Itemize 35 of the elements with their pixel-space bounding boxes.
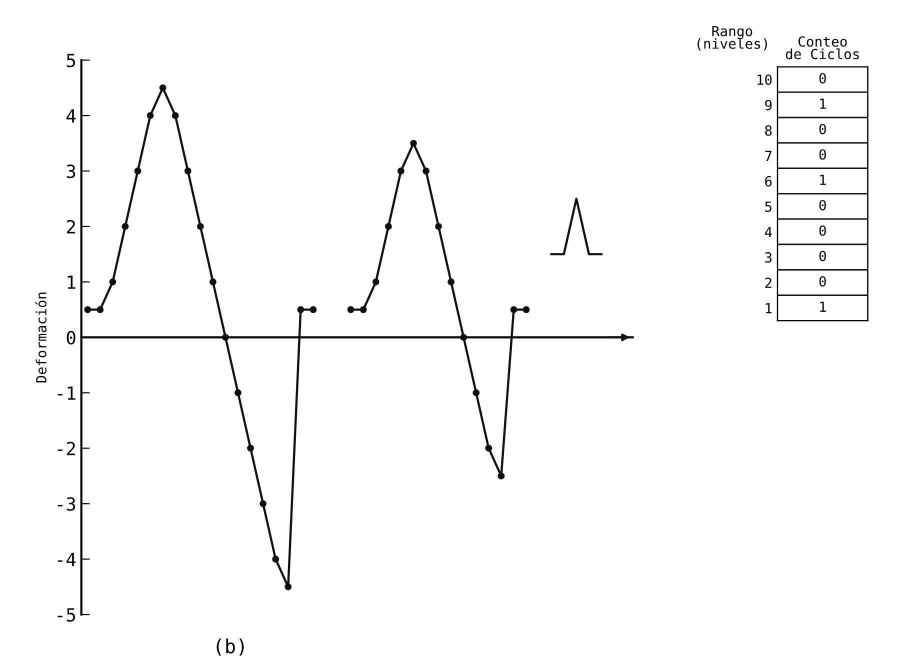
y-tick-label: -5 xyxy=(58,608,76,622)
y-tick-label: -3 xyxy=(58,497,76,511)
y-tick-label: 4 xyxy=(764,226,772,238)
data-label: 0 xyxy=(819,149,826,160)
y-tick-label: 5 xyxy=(765,202,772,212)
y-tick-label: 6 xyxy=(765,176,772,187)
y-tick-label: 10 xyxy=(758,74,772,86)
y-tick-label: 2 xyxy=(66,220,75,234)
data-label: 1 xyxy=(820,302,826,312)
y-tick-label: 8 xyxy=(765,125,772,136)
y-tick-label: -1 xyxy=(58,386,76,400)
data-label: 0 xyxy=(819,200,826,210)
y-tick-label: 4 xyxy=(66,109,76,122)
data-label: 1 xyxy=(820,174,826,185)
y-tick-label: 5 xyxy=(66,54,76,68)
text: (b) xyxy=(216,638,244,656)
y-tick-label: -2 xyxy=(58,442,75,456)
data-label: 0 xyxy=(819,276,826,287)
y-axis-title: Rango (niveles) xyxy=(698,26,767,51)
y-tick-label: 9 xyxy=(765,100,772,110)
y-tick-label: 2 xyxy=(765,278,772,288)
y-tick-label: 1 xyxy=(68,276,76,289)
data-label: 0 xyxy=(819,250,826,262)
data-label: 1 xyxy=(820,98,826,109)
y-tick-label: 0 xyxy=(66,330,76,345)
y-axis-title: Deformación xyxy=(35,292,47,382)
data-label: 0 xyxy=(819,124,826,134)
y-tick-label: 1 xyxy=(766,303,772,314)
y-tick-label: 7 xyxy=(765,150,772,161)
data-label: 0 xyxy=(819,73,826,84)
y-tick-label: -4 xyxy=(58,552,76,566)
y-tick-label: 3 xyxy=(66,164,76,178)
y-tick-label: 3 xyxy=(765,252,772,263)
x-tick-label: Conteo de Ciclos xyxy=(786,36,859,60)
data-label: 0 xyxy=(819,225,826,236)
